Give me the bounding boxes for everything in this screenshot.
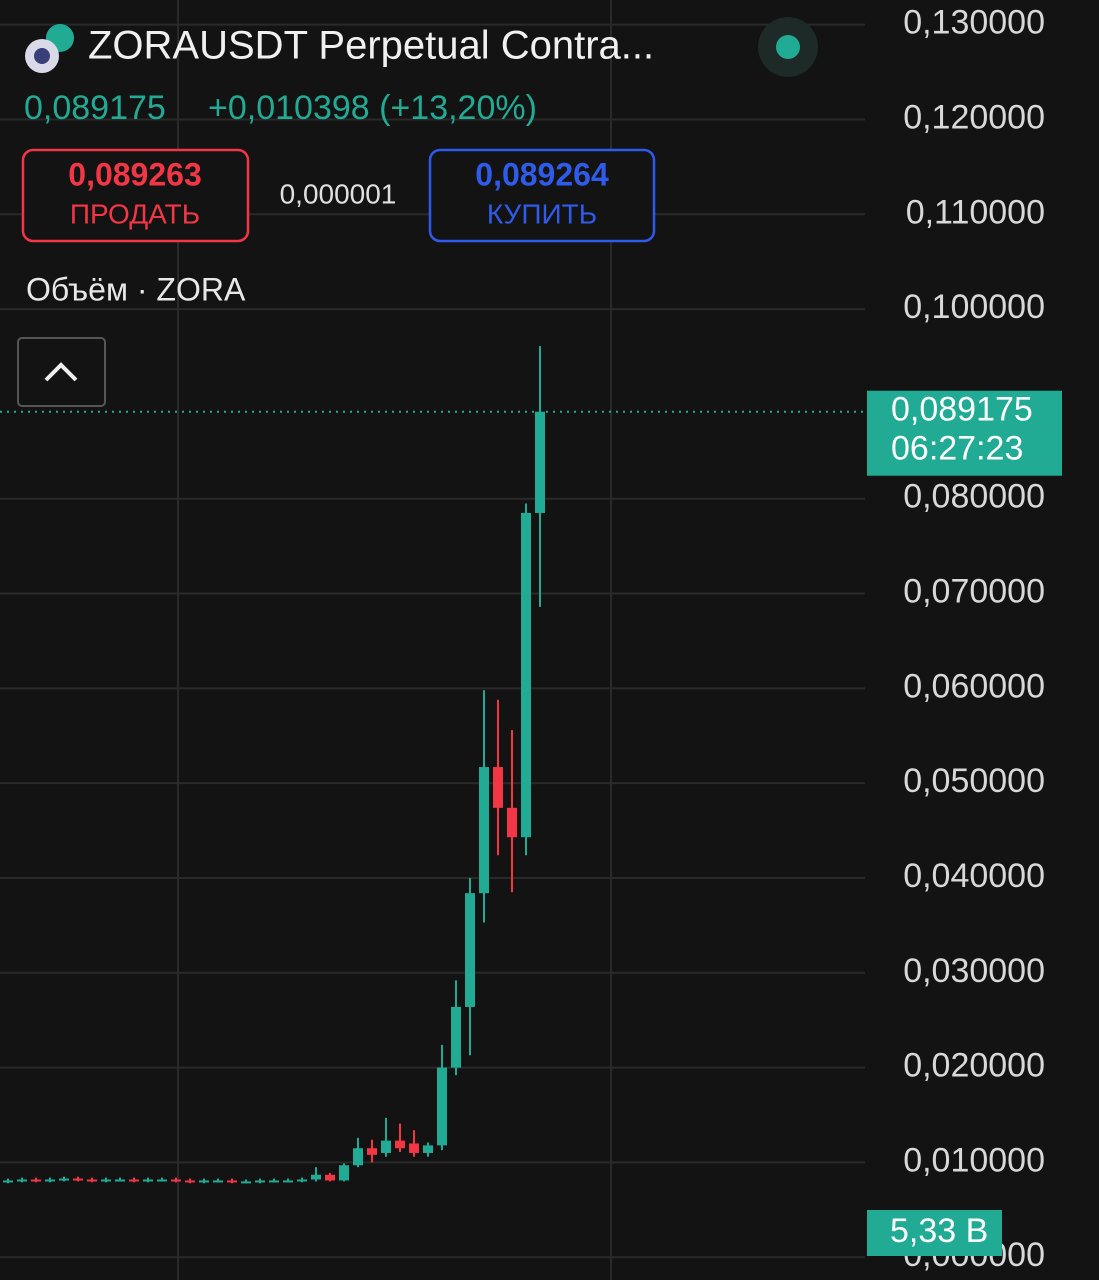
- buy-box: [428, 148, 656, 243]
- candle-body: [101, 1179, 111, 1182]
- symbol-title: ZORAUSDT Perpetual Contra...: [88, 24, 654, 68]
- y-tick-label: 0,080000: [903, 478, 1045, 516]
- y-tick-label: 0,100000: [903, 288, 1045, 326]
- candle-body: [395, 1140, 405, 1149]
- candle-body: [87, 1179, 97, 1182]
- candle-body: [465, 893, 475, 1007]
- candle-body: [213, 1180, 223, 1183]
- buy-label: КУПИТЬ: [487, 198, 597, 229]
- volume-title: Объём · ZORA: [26, 271, 246, 307]
- candle-body: [325, 1174, 335, 1181]
- chart: 0,130000 0,120000 0,110000 0,100000 0,080000…: [0, 0, 1062, 1280]
- candle-body: [3, 1180, 13, 1183]
- candle-body: [297, 1179, 307, 1182]
- y-tick-label: 0,030000: [903, 952, 1045, 990]
- candle-body: [535, 411, 545, 513]
- candle-body: [521, 512, 531, 838]
- collapse-button[interactable]: [17, 337, 106, 407]
- candle-body: [227, 1180, 237, 1183]
- sell-price: 0,089263: [68, 156, 201, 192]
- countdown: 06:27:23: [891, 430, 1023, 468]
- candle-body: [451, 1006, 461, 1068]
- candle-body: [59, 1178, 69, 1181]
- volume-box: [867, 1210, 1002, 1256]
- y-tick-label: 0,020000: [903, 1047, 1045, 1085]
- y-tick-label: 0,050000: [903, 762, 1045, 800]
- coin-logo-core: [34, 48, 50, 64]
- candle-body: [283, 1180, 293, 1183]
- header: ZORAUSDT Perpetual Contra... 0,089175 +0…: [17, 17, 818, 407]
- sell-button[interactable]: 0,089263 ПРОДАТЬ: [21, 148, 250, 243]
- candle-body: [423, 1145, 433, 1153]
- candle-body: [157, 1179, 167, 1182]
- last-price-label: 0,089175: [891, 391, 1033, 429]
- candle-body: [255, 1180, 265, 1183]
- status-dot: [776, 35, 800, 59]
- candle-body: [143, 1179, 153, 1182]
- y-tick-label: 0,010000: [903, 1141, 1045, 1179]
- candle-body: [493, 767, 503, 808]
- sell-label: ПРОДАТЬ: [70, 198, 200, 229]
- y-tick-label: 0,040000: [903, 857, 1045, 895]
- volume-label: 5,33 B: [890, 1212, 988, 1250]
- last-price-box: [867, 390, 1062, 476]
- candle-body: [479, 767, 489, 894]
- buy-price: 0,089264: [475, 156, 609, 192]
- candle-body: [199, 1180, 209, 1183]
- candle-body: [31, 1179, 41, 1182]
- price-change: +0,010398 (+13,20%): [208, 89, 537, 127]
- candle-body: [507, 807, 517, 838]
- candle-body: [339, 1165, 349, 1181]
- candle-body: [185, 1180, 195, 1183]
- candle-body: [437, 1067, 447, 1146]
- candle-body: [171, 1179, 181, 1182]
- candle-body: [269, 1180, 279, 1183]
- y-tick-label: 0,070000: [903, 573, 1045, 611]
- buy-button[interactable]: 0,089264 КУПИТЬ: [428, 148, 656, 243]
- candle-body: [353, 1148, 363, 1166]
- candle-body: [367, 1148, 377, 1155]
- last-price: 0,089175: [24, 89, 166, 127]
- candle-body: [45, 1179, 55, 1182]
- y-tick-label: 0,110000: [906, 193, 1045, 231]
- candle-body: [17, 1179, 27, 1182]
- candle-body: [73, 1178, 83, 1181]
- y-tick-label: 0,060000: [903, 667, 1045, 705]
- candle-body: [409, 1143, 419, 1153]
- y-tick-label: 0,130000: [903, 4, 1045, 42]
- collapse-box: [17, 337, 106, 407]
- candle-body: [381, 1140, 391, 1153]
- y-tick-label: 0,120000: [903, 98, 1045, 136]
- candle-body: [311, 1174, 321, 1180]
- candle-body: [129, 1179, 139, 1182]
- sell-box: [21, 148, 250, 243]
- collapse-icon: [44, 362, 78, 382]
- candle-body: [241, 1181, 251, 1184]
- spread: 0,000001: [280, 178, 397, 209]
- candle-body: [115, 1179, 125, 1182]
